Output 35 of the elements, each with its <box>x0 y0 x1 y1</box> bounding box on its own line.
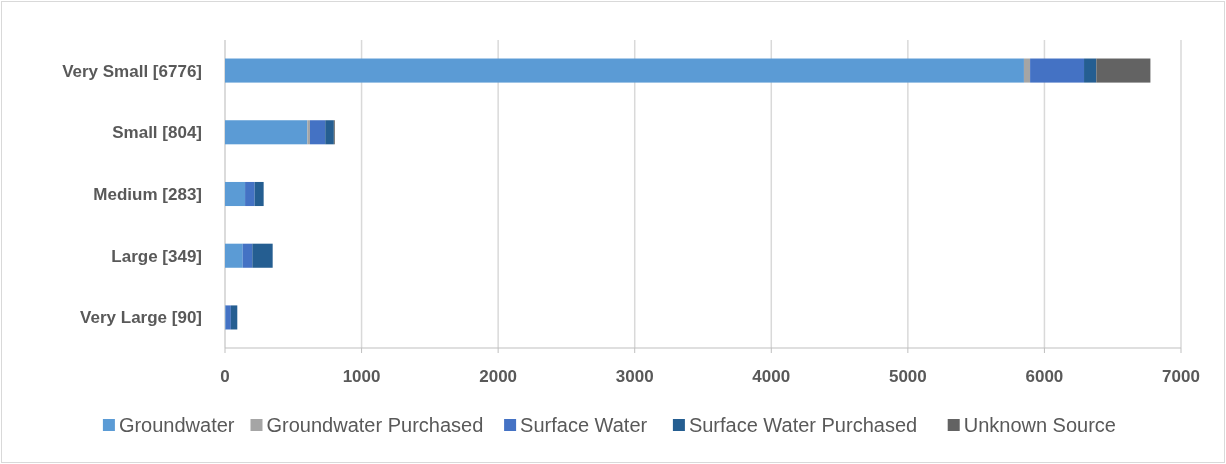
legend-label: Groundwater <box>118 414 235 436</box>
x-tick-label: 3000 <box>615 367 654 386</box>
x-tick-label: 7000 <box>1162 367 1200 386</box>
bar <box>309 120 326 145</box>
legend-label: Surface Water <box>520 414 648 436</box>
bar <box>1096 58 1151 83</box>
bar <box>225 243 243 268</box>
y-tick-label: Small [804] <box>112 123 202 143</box>
y-tick-label: Large [349] <box>111 246 202 266</box>
bar <box>307 120 310 145</box>
bar <box>230 305 238 330</box>
bar <box>245 181 255 207</box>
legend-label: Groundwater Purchased <box>266 414 484 436</box>
bar <box>225 181 246 207</box>
x-tick-label: 0 <box>220 367 230 386</box>
bar <box>325 120 334 145</box>
bar <box>1030 58 1085 83</box>
bar <box>254 181 264 207</box>
bar <box>1084 58 1097 83</box>
x-tick-label: 1000 <box>342 367 381 386</box>
bar <box>242 243 253 268</box>
bar <box>252 243 273 268</box>
bar <box>225 120 308 145</box>
y-tick-label: Very Small [6776] <box>62 61 202 81</box>
bar <box>225 305 231 330</box>
x-tick-label: 6000 <box>1025 367 1064 386</box>
y-tick-label: Very Large [90] <box>80 308 202 328</box>
bar <box>225 58 1024 83</box>
bar <box>1023 58 1031 83</box>
legend-label: Surface Water Purchased <box>688 414 918 436</box>
y-tick-label: Medium [283] <box>93 185 202 204</box>
x-tick-label: 4000 <box>752 367 791 386</box>
x-tick-label: 2000 <box>479 367 518 386</box>
legend-label: Unknown Source <box>963 414 1117 436</box>
x-tick-label: 5000 <box>888 367 927 386</box>
